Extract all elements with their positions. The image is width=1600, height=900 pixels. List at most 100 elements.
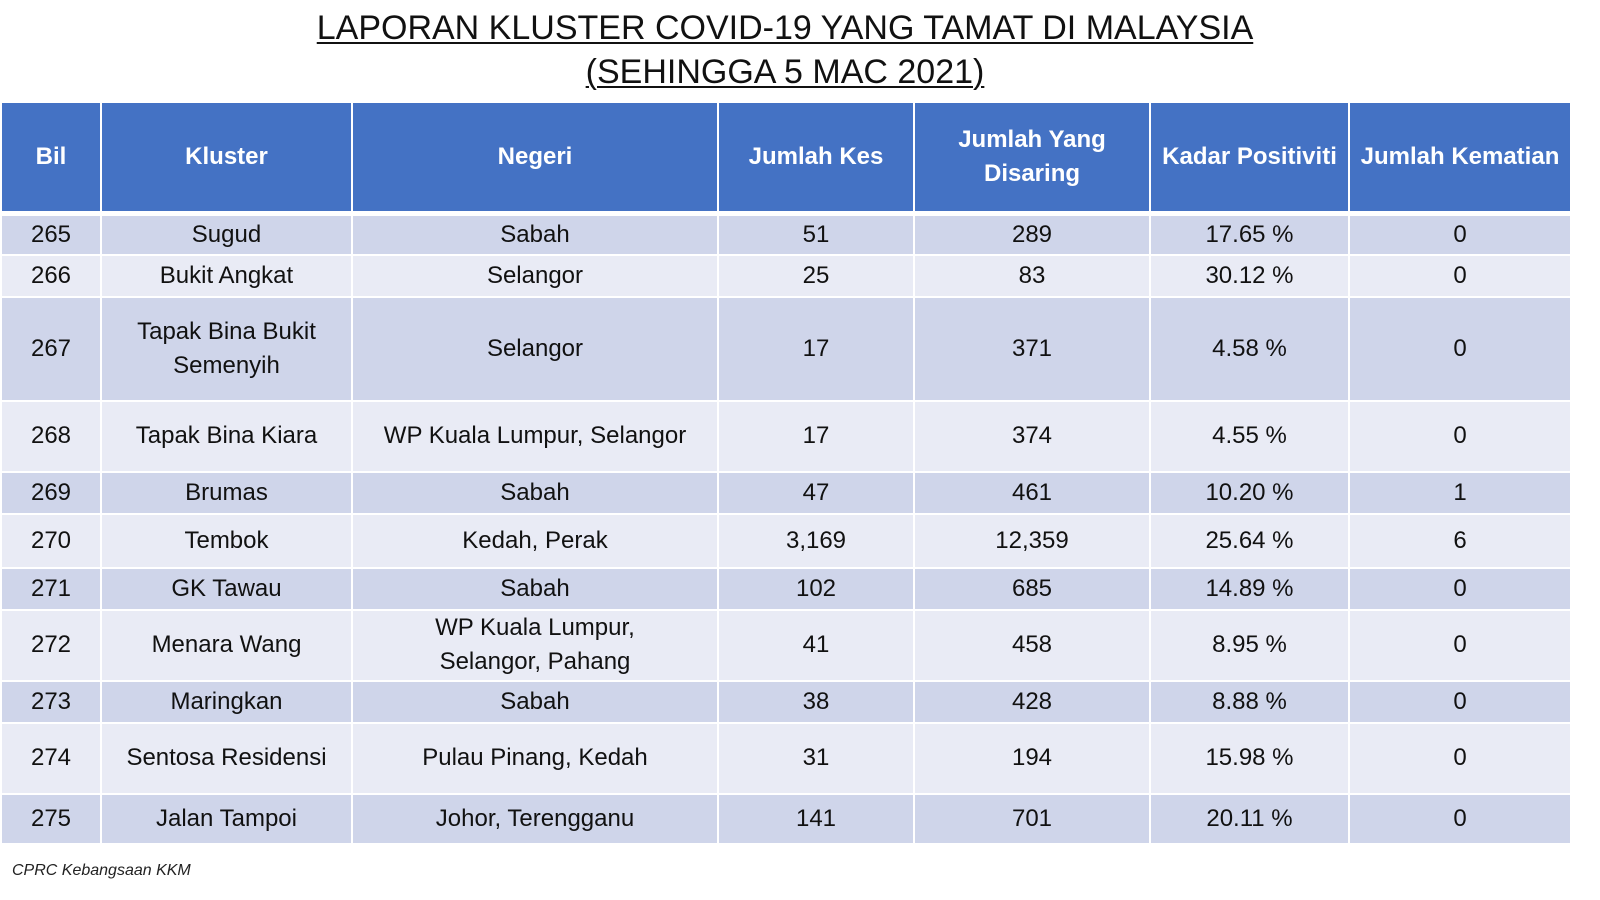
cell-kluster: Jalan Tampoi	[100, 792, 353, 845]
cell-jumlah-kematian: 0	[1348, 212, 1572, 256]
cell-negeri: WP Kuala Lumpur, Selangor, Pahang	[351, 608, 719, 682]
cell-jumlah-kes: 47	[717, 470, 915, 515]
cell-jumlah-kematian: 6	[1348, 512, 1572, 569]
table-row: 271 GK Tawau Sabah 102 685 14.89 % 0	[0, 566, 1572, 611]
cell-bil: 274	[0, 721, 102, 795]
cell-bil: 270	[0, 512, 102, 569]
table-row: 266 Bukit Angkat Selangor 25 83 30.12 % …	[0, 253, 1572, 298]
cell-kadar-positiviti: 15.98 %	[1149, 721, 1350, 795]
cell-jumlah-disaring: 458	[913, 608, 1151, 682]
cell-kluster: Tapak Bina Kiara	[100, 399, 353, 473]
source-caption: CPRC Kebangsaan KKM	[12, 862, 191, 879]
cell-negeri: Selangor	[351, 295, 719, 402]
table-row: 267 Tapak Bina Bukit Semenyih Selangor 1…	[0, 295, 1572, 402]
header-negeri: Negeri	[351, 101, 719, 215]
cell-jumlah-kes: 41	[717, 608, 915, 682]
title-line-1: LAPORAN KLUSTER COVID-19 YANG TAMAT DI M…	[316, 9, 1254, 47]
header-jumlah-kematian: Jumlah Kematian	[1348, 101, 1572, 215]
cell-jumlah-kematian: 0	[1348, 253, 1572, 298]
cell-bil: 273	[0, 679, 102, 724]
table-row: 265 Sugud Sabah 51 289 17.65 % 0	[0, 212, 1572, 256]
cell-bil: 266	[0, 253, 102, 298]
cell-kluster: Maringkan	[100, 679, 353, 724]
cell-negeri: Pulau Pinang, Kedah	[351, 721, 719, 795]
table-header-row: Bil Kluster Negeri Jumlah Kes Jumlah Yan…	[0, 101, 1572, 215]
cell-kluster: Bukit Angkat	[100, 253, 353, 298]
header-kluster: Kluster	[100, 101, 353, 215]
cell-negeri: Johor, Terengganu	[351, 792, 719, 845]
cell-kadar-positiviti: 17.65 %	[1149, 212, 1350, 256]
cell-jumlah-disaring: 428	[913, 679, 1151, 724]
cell-kluster: Brumas	[100, 470, 353, 515]
cell-jumlah-kes: 102	[717, 566, 915, 611]
cell-jumlah-disaring: 12,359	[913, 512, 1151, 569]
cell-kadar-positiviti: 25.64 %	[1149, 512, 1350, 569]
cell-jumlah-kes: 38	[717, 679, 915, 724]
cell-bil: 271	[0, 566, 102, 611]
table-row: 275 Jalan Tampoi Johor, Terengganu 141 7…	[0, 792, 1572, 845]
cell-kluster: Tapak Bina Bukit Semenyih	[100, 295, 353, 402]
title-line-2: (SEHINGGA 5 MAC 2021)	[585, 53, 985, 91]
cell-bil: 265	[0, 212, 102, 256]
cell-jumlah-disaring: 194	[913, 721, 1151, 795]
header-jumlah-kes: Jumlah Kes	[717, 101, 915, 215]
cell-negeri: Sabah	[351, 566, 719, 611]
cell-jumlah-kematian: 0	[1348, 566, 1572, 611]
cell-bil: 269	[0, 470, 102, 515]
cell-jumlah-disaring: 83	[913, 253, 1151, 298]
header-jumlah-disaring: Jumlah Yang Disaring	[913, 101, 1151, 215]
table-row: 272 Menara Wang WP Kuala Lumpur, Selango…	[0, 608, 1572, 682]
cell-kluster: Tembok	[100, 512, 353, 569]
header-kadar-positiviti: Kadar Positiviti	[1149, 101, 1350, 215]
cell-kluster: Menara Wang	[100, 608, 353, 682]
cell-negeri: Kedah, Perak	[351, 512, 719, 569]
cell-jumlah-kematian: 0	[1348, 792, 1572, 845]
table-row: 270 Tembok Kedah, Perak 3,169 12,359 25.…	[0, 512, 1572, 569]
table-row: 268 Tapak Bina Kiara WP Kuala Lumpur, Se…	[0, 399, 1572, 473]
cell-negeri: Selangor	[351, 253, 719, 298]
cell-jumlah-kes: 25	[717, 253, 915, 298]
cell-jumlah-kematian: 0	[1348, 295, 1572, 402]
cell-bil: 275	[0, 792, 102, 845]
cell-jumlah-kes: 31	[717, 721, 915, 795]
cell-kadar-positiviti: 8.95 %	[1149, 608, 1350, 682]
cell-negeri: Sabah	[351, 212, 719, 256]
cell-jumlah-disaring: 461	[913, 470, 1151, 515]
cell-kadar-positiviti: 4.55 %	[1149, 399, 1350, 473]
cell-jumlah-disaring: 289	[913, 212, 1151, 256]
cell-jumlah-kematian: 0	[1348, 679, 1572, 724]
cell-kluster: Sentosa Residensi	[100, 721, 353, 795]
cell-bil: 267	[0, 295, 102, 402]
table-row: 274 Sentosa Residensi Pulau Pinang, Keda…	[0, 721, 1572, 795]
header-bil: Bil	[0, 101, 102, 215]
cell-kadar-positiviti: 8.88 %	[1149, 679, 1350, 724]
cell-jumlah-kematian: 0	[1348, 721, 1572, 795]
cell-jumlah-kes: 3,169	[717, 512, 915, 569]
cell-jumlah-kes: 51	[717, 212, 915, 256]
cell-kadar-positiviti: 20.11 %	[1149, 792, 1350, 845]
cell-jumlah-kes: 17	[717, 399, 915, 473]
cell-jumlah-disaring: 371	[913, 295, 1151, 402]
cell-kadar-positiviti: 10.20 %	[1149, 470, 1350, 515]
cell-kluster: Sugud	[100, 212, 353, 256]
cluster-table: Bil Kluster Negeri Jumlah Kes Jumlah Yan…	[0, 101, 1572, 845]
cell-kadar-positiviti: 4.58 %	[1149, 295, 1350, 402]
cell-kluster: GK Tawau	[100, 566, 353, 611]
cell-jumlah-kes: 17	[717, 295, 915, 402]
cell-negeri: Sabah	[351, 470, 719, 515]
cell-negeri: WP Kuala Lumpur, Selangor	[351, 399, 719, 473]
cell-jumlah-kematian: 0	[1348, 399, 1572, 473]
cell-jumlah-kematian: 0	[1348, 608, 1572, 682]
cell-bil: 272	[0, 608, 102, 682]
table-row: 273 Maringkan Sabah 38 428 8.88 % 0	[0, 679, 1572, 724]
cell-kadar-positiviti: 14.89 %	[1149, 566, 1350, 611]
cell-jumlah-disaring: 374	[913, 399, 1151, 473]
cell-jumlah-kematian: 1	[1348, 470, 1572, 515]
cell-jumlah-kes: 141	[717, 792, 915, 845]
page-title: LAPORAN KLUSTER COVID-19 YANG TAMAT DI M…	[0, 6, 1570, 94]
cell-bil: 268	[0, 399, 102, 473]
table-row: 269 Brumas Sabah 47 461 10.20 % 1	[0, 470, 1572, 515]
cell-negeri: Sabah	[351, 679, 719, 724]
cell-jumlah-disaring: 701	[913, 792, 1151, 845]
